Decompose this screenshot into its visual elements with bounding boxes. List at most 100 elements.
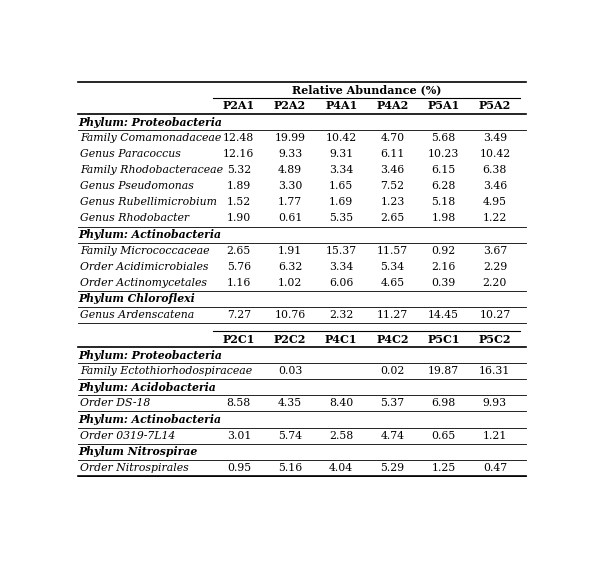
Text: P5C1: P5C1	[427, 333, 460, 345]
Text: Phylum: Acidobacteria: Phylum: Acidobacteria	[78, 382, 216, 393]
Text: 1.69: 1.69	[329, 198, 353, 208]
Text: 3.34: 3.34	[329, 262, 353, 272]
Text: P5A1: P5A1	[428, 101, 460, 112]
Text: 5.76: 5.76	[227, 262, 251, 272]
Text: 6.28: 6.28	[431, 181, 456, 191]
Text: 9.33: 9.33	[278, 149, 302, 159]
Text: 9.31: 9.31	[329, 149, 353, 159]
Text: 4.95: 4.95	[483, 198, 507, 208]
Text: 0.61: 0.61	[278, 213, 302, 223]
Text: 1.22: 1.22	[483, 213, 507, 223]
Text: 5.32: 5.32	[227, 165, 251, 175]
Text: Phylum: Actinobacteria: Phylum: Actinobacteria	[78, 414, 221, 425]
Text: 6.32: 6.32	[278, 262, 302, 272]
Text: 1.65: 1.65	[329, 181, 353, 191]
Text: Phylum Nitrospirae: Phylum Nitrospirae	[78, 446, 198, 457]
Text: 4.89: 4.89	[278, 165, 302, 175]
Text: 7.27: 7.27	[227, 310, 251, 320]
Text: P2A1: P2A1	[223, 101, 255, 112]
Text: Phylum: Proteobacteria: Phylum: Proteobacteria	[78, 350, 222, 360]
Text: Phylum Chloroflexi: Phylum Chloroflexi	[78, 293, 195, 305]
Text: 1.02: 1.02	[278, 278, 302, 288]
Text: 9.93: 9.93	[483, 399, 507, 409]
Text: 16.31: 16.31	[479, 366, 510, 376]
Text: Phylum: Actinobacteria: Phylum: Actinobacteria	[78, 229, 221, 240]
Text: 0.03: 0.03	[278, 366, 302, 376]
Text: 1.91: 1.91	[278, 246, 302, 256]
Text: 10.23: 10.23	[428, 149, 460, 159]
Text: P5A2: P5A2	[478, 101, 511, 112]
Text: 2.16: 2.16	[431, 262, 456, 272]
Text: Order Acidimicrobiales: Order Acidimicrobiales	[80, 262, 209, 272]
Text: 0.92: 0.92	[431, 246, 456, 256]
Text: Order 0319-7L14: Order 0319-7L14	[80, 430, 175, 440]
Text: 12.48: 12.48	[223, 133, 254, 143]
Text: 14.45: 14.45	[428, 310, 459, 320]
Text: 6.06: 6.06	[329, 278, 353, 288]
Text: Order Actinomycetales: Order Actinomycetales	[80, 278, 207, 288]
Text: 5.18: 5.18	[431, 198, 456, 208]
Text: 4.04: 4.04	[329, 463, 353, 473]
Text: 0.39: 0.39	[431, 278, 456, 288]
Text: 0.65: 0.65	[431, 430, 456, 440]
Text: 4.70: 4.70	[381, 133, 405, 143]
Text: P4C1: P4C1	[325, 333, 358, 345]
Text: P2A2: P2A2	[274, 101, 306, 112]
Text: 3.34: 3.34	[329, 165, 353, 175]
Text: 3.01: 3.01	[227, 430, 251, 440]
Text: 1.98: 1.98	[431, 213, 456, 223]
Text: 8.58: 8.58	[227, 399, 251, 409]
Text: 19.99: 19.99	[274, 133, 306, 143]
Text: 10.76: 10.76	[274, 310, 306, 320]
Text: 3.30: 3.30	[278, 181, 302, 191]
Text: 3.46: 3.46	[381, 165, 405, 175]
Text: Order Nitrospirales: Order Nitrospirales	[80, 463, 189, 473]
Text: 19.87: 19.87	[428, 366, 459, 376]
Text: P2C1: P2C1	[222, 333, 255, 345]
Text: 12.16: 12.16	[223, 149, 254, 159]
Text: 11.27: 11.27	[377, 310, 408, 320]
Text: 15.37: 15.37	[326, 246, 357, 256]
Text: 10.42: 10.42	[479, 149, 510, 159]
Text: 3.46: 3.46	[483, 181, 507, 191]
Text: 10.27: 10.27	[479, 310, 510, 320]
Text: Genus Pseudomonas: Genus Pseudomonas	[80, 181, 194, 191]
Text: Genus Paracoccus: Genus Paracoccus	[80, 149, 181, 159]
Text: Relative Abundance (%): Relative Abundance (%)	[292, 85, 441, 95]
Text: 6.38: 6.38	[483, 165, 507, 175]
Text: 2.32: 2.32	[329, 310, 353, 320]
Text: 4.74: 4.74	[381, 430, 405, 440]
Text: 5.35: 5.35	[329, 213, 353, 223]
Text: 5.68: 5.68	[431, 133, 456, 143]
Text: 2.65: 2.65	[227, 246, 251, 256]
Text: 4.35: 4.35	[278, 399, 302, 409]
Text: 2.58: 2.58	[329, 430, 353, 440]
Text: Family Comamonadaceae: Family Comamonadaceae	[80, 133, 221, 143]
Text: 2.29: 2.29	[483, 262, 507, 272]
Text: Genus Ardenscatena: Genus Ardenscatena	[80, 310, 194, 320]
Text: 5.29: 5.29	[381, 463, 405, 473]
Text: 11.57: 11.57	[377, 246, 408, 256]
Text: 5.74: 5.74	[278, 430, 302, 440]
Text: Order DS-18: Order DS-18	[80, 399, 150, 409]
Text: 5.34: 5.34	[381, 262, 405, 272]
Text: Genus Rhodobacter: Genus Rhodobacter	[80, 213, 189, 223]
Text: P4A1: P4A1	[325, 101, 358, 112]
Text: 4.65: 4.65	[381, 278, 405, 288]
Text: 8.40: 8.40	[329, 399, 353, 409]
Text: 1.25: 1.25	[431, 463, 456, 473]
Text: 0.47: 0.47	[483, 463, 507, 473]
Text: 0.95: 0.95	[227, 463, 251, 473]
Text: 1.89: 1.89	[227, 181, 251, 191]
Text: 5.37: 5.37	[381, 399, 405, 409]
Text: 1.52: 1.52	[227, 198, 251, 208]
Text: Family Ectothiorhodospiraceae: Family Ectothiorhodospiraceae	[80, 366, 253, 376]
Text: 2.20: 2.20	[483, 278, 507, 288]
Text: 7.52: 7.52	[381, 181, 405, 191]
Text: Phylum: Proteobacteria: Phylum: Proteobacteria	[78, 116, 222, 128]
Text: 6.15: 6.15	[431, 165, 456, 175]
Text: P4A2: P4A2	[376, 101, 409, 112]
Text: P4C2: P4C2	[376, 333, 409, 345]
Text: Family Rhodobacteraceae: Family Rhodobacteraceae	[80, 165, 223, 175]
Text: 3.49: 3.49	[483, 133, 507, 143]
